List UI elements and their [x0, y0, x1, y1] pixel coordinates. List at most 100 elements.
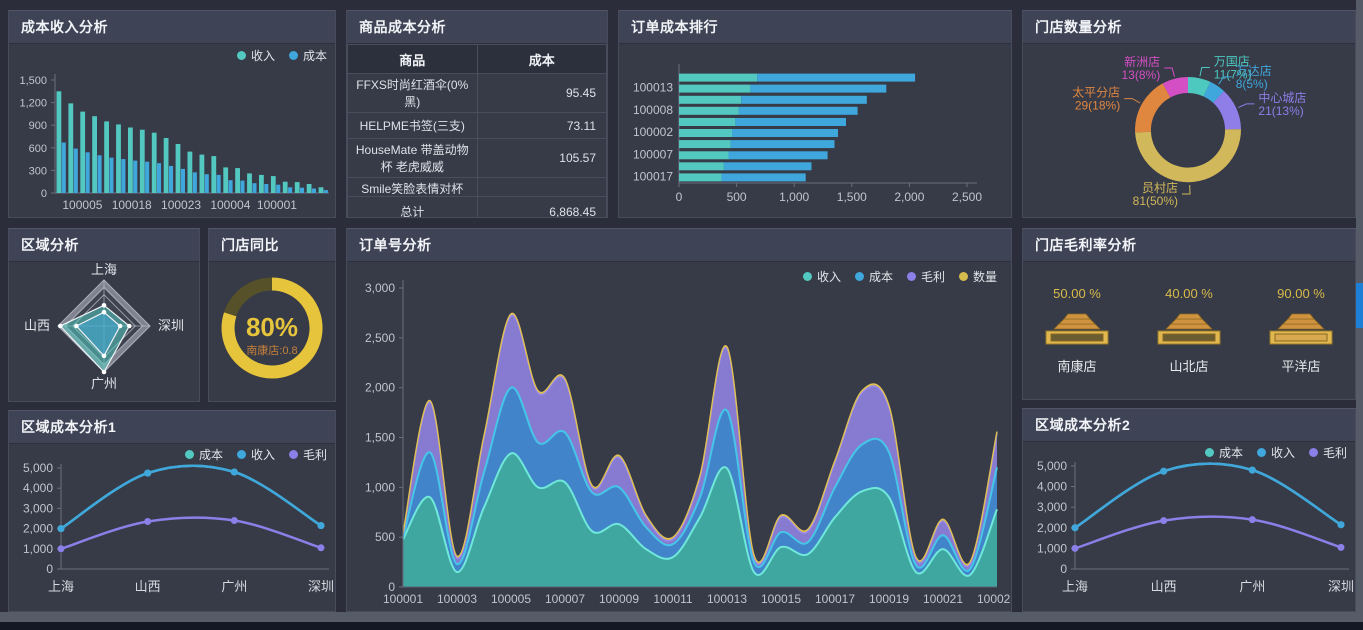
bar-cost[interactable]	[311, 188, 316, 194]
store-yoy-gauge[interactable]: 80% 南康店:0.8	[209, 262, 335, 401]
region-cost-1-line-chart[interactable]: 0 1,000 2,000 3,000 4,000 5,000 上海 山西 广州 深圳	[9, 444, 335, 611]
bar-cost[interactable]	[180, 168, 185, 193]
margin-item-南康店[interactable]: 50.00 % 南康店	[1031, 286, 1123, 375]
bar-cost[interactable]	[216, 174, 221, 193]
bar-cost[interactable]	[300, 187, 305, 193]
hbar-segment-a[interactable]	[679, 118, 736, 126]
bar-income[interactable]	[128, 127, 133, 194]
store-margin-pictorial[interactable]: 50.00 % 南康店 40.00 % 山北店 90.00 % 平洋店	[1023, 286, 1355, 375]
bar-cost[interactable]	[157, 163, 162, 193]
bar-income[interactable]	[187, 151, 193, 193]
hbar-segment-b[interactable]	[738, 106, 858, 115]
area-series-收入[interactable]	[403, 453, 997, 587]
line-series-毛利[interactable]	[1074, 515, 1342, 550]
legend-item-毛利[interactable]: 毛利	[1308, 444, 1347, 461]
bar-income[interactable]	[270, 176, 276, 193]
order-analysis-area-chart[interactable]: 0 500 1,000 1,500 2,000 2,500 3,000 100001 10000…	[347, 262, 1011, 611]
bar-income[interactable]	[139, 129, 145, 193]
bar-cost[interactable]	[204, 174, 209, 193]
bar-cost[interactable]	[264, 184, 269, 193]
order-cost-rank-chart[interactable]: 0 500 1,000 1,500 2,000 2,500 100013 100008 1000…	[619, 44, 1011, 217]
hbar-segment-b[interactable]	[723, 162, 812, 171]
pie-slice-中心城店[interactable]	[1213, 91, 1241, 130]
gauge-arc[interactable]	[221, 277, 323, 379]
bar-income[interactable]	[80, 111, 86, 193]
hbar-segment-a[interactable]	[679, 151, 729, 160]
hbar-segment-a[interactable]	[679, 95, 742, 104]
hbar-segment-a[interactable]	[679, 162, 724, 171]
cost-revenue-bar-chart[interactable]: 0 300 600 900 1,200 1,500 100005 100018 100023 10…	[9, 44, 335, 217]
bar-income[interactable]	[163, 138, 169, 193]
bar-income[interactable]	[306, 184, 312, 193]
bar-cost[interactable]	[323, 190, 328, 193]
line-series-毛利[interactable]	[60, 516, 322, 550]
bar-income[interactable]	[259, 174, 264, 193]
legend-item-数量[interactable]: 数量	[958, 268, 997, 285]
legend-item-成本[interactable]: 成本	[854, 268, 893, 285]
bar-cost[interactable]	[109, 157, 114, 193]
pie-slice-太平分店[interactable]	[1135, 83, 1171, 133]
bar-cost[interactable]	[252, 183, 257, 193]
bar-income[interactable]	[68, 103, 74, 193]
hbar-segment-b[interactable]	[735, 118, 846, 126]
bar-income[interactable]	[151, 132, 157, 193]
pie-slice-万国店[interactable]	[1188, 76, 1211, 97]
legend-item-成本[interactable]: 成本	[184, 446, 223, 463]
hbar-segment-a[interactable]	[679, 106, 739, 115]
vertical-scrollbar-thumb[interactable]	[1356, 283, 1363, 328]
line-series-收入[interactable]	[1074, 462, 1342, 529]
legend-item-收入[interactable]: 收入	[1256, 444, 1295, 461]
bar-cost[interactable]	[85, 152, 90, 193]
margin-item-平洋店[interactable]: 90.00 % 平洋店	[1255, 286, 1347, 375]
hbar-segment-b[interactable]	[732, 129, 838, 137]
hbar-segment-b[interactable]	[741, 95, 867, 104]
hbar-segment-b[interactable]	[721, 173, 806, 182]
hbar-segment-b[interactable]	[757, 73, 916, 82]
bar-income[interactable]	[235, 168, 240, 193]
bar-income[interactable]	[199, 154, 205, 193]
hbar-segment-a[interactable]	[679, 73, 758, 82]
bar-cost[interactable]	[133, 160, 138, 193]
pie-slice-万达店[interactable]	[1203, 81, 1224, 103]
bar-cost[interactable]	[169, 165, 174, 193]
hbar-segment-b[interactable]	[750, 84, 887, 93]
pie-slice-员村店[interactable]	[1135, 129, 1241, 183]
bar-cost[interactable]	[192, 172, 197, 193]
horizontal-scrollbar[interactable]	[0, 622, 1363, 630]
bar-income[interactable]	[282, 181, 288, 193]
bar-income[interactable]	[294, 182, 300, 193]
bar-cost[interactable]	[228, 180, 233, 193]
bar-income[interactable]	[223, 167, 229, 193]
line-series-收入[interactable]	[60, 464, 322, 530]
bar-cost[interactable]	[73, 148, 78, 193]
bar-income[interactable]	[116, 124, 121, 193]
hbar-segment-a[interactable]	[679, 84, 751, 93]
legend-item-收入[interactable]: 收入	[236, 47, 275, 64]
bar-cost[interactable]	[121, 159, 126, 193]
bar-cost[interactable]	[240, 180, 245, 193]
hbar-segment-a[interactable]	[679, 173, 722, 182]
hbar-segment-a[interactable]	[679, 129, 732, 137]
bar-cost[interactable]	[288, 187, 293, 193]
legend-item-成本[interactable]: 成本	[1204, 444, 1243, 461]
margin-item-山北店[interactable]: 40.00 % 山北店	[1143, 286, 1235, 375]
hbar-segment-a[interactable]	[679, 140, 731, 149]
store-count-donut-chart[interactable]: 万国店 11(7%) 万达店 8(5%) 中心城店 21(13%) 员村店 81(50%) 太平…	[1023, 44, 1355, 217]
bar-income[interactable]	[92, 116, 97, 193]
legend-item-毛利[interactable]: 毛利	[288, 446, 327, 463]
bar-cost[interactable]	[61, 142, 66, 194]
legend-item-收入[interactable]: 收入	[236, 446, 275, 463]
legend-item-成本[interactable]: 成本	[288, 47, 327, 64]
hbar-segment-b[interactable]	[730, 140, 835, 149]
pie-slice-新洲店[interactable]	[1162, 76, 1188, 98]
bar-income[interactable]	[211, 156, 217, 193]
legend-item-收入[interactable]: 收入	[802, 268, 841, 285]
bar-cost[interactable]	[276, 184, 281, 193]
bar-cost[interactable]	[145, 161, 150, 193]
bar-cost[interactable]	[97, 155, 102, 193]
bar-income[interactable]	[175, 144, 181, 193]
bar-income[interactable]	[56, 91, 62, 193]
region-cost-2-line-chart[interactable]: 0 1,000 2,000 3,000 4,000 5,000 上海 山西 广州 深圳	[1023, 442, 1355, 611]
hbar-segment-b[interactable]	[728, 151, 828, 160]
bar-income[interactable]	[318, 187, 324, 193]
